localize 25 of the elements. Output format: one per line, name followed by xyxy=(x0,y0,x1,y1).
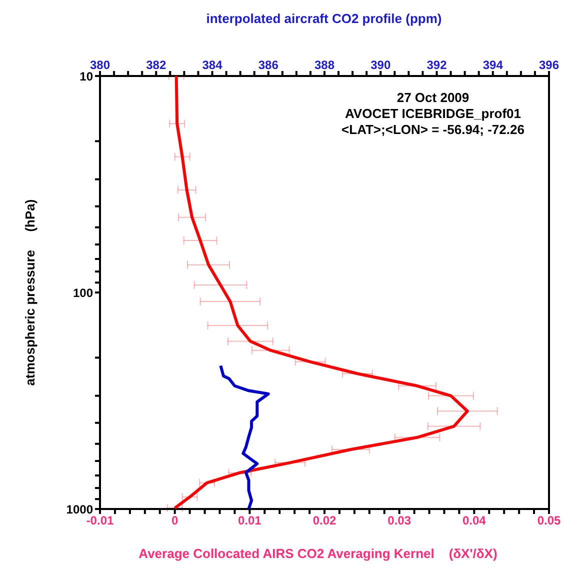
x-tick-label: -0.01 xyxy=(86,514,114,528)
x2-tick-label: 390 xyxy=(370,58,391,72)
annotation: 27 Oct 2009 xyxy=(396,90,470,105)
y-tick-label: 100 xyxy=(72,286,94,300)
x-axis-title: Average Collocated AIRS CO2 Averaging Kernel (δX'/δX) xyxy=(138,546,498,561)
x2-tick-label: 380 xyxy=(90,58,110,72)
annotation: <LAT>;<LON> = -56.94; -72.26 xyxy=(342,122,524,137)
x-tick-label: 0 xyxy=(171,514,178,528)
x-tick-label: 0.01 xyxy=(238,514,262,528)
y-tick-label: 1000 xyxy=(66,502,94,516)
x-tick-label: 0.04 xyxy=(462,514,486,528)
x2-tick-label: 388 xyxy=(314,58,335,72)
x2-tick-label: 384 xyxy=(202,58,223,72)
y-axis-title: atmospheric pressure (hPa) xyxy=(22,199,38,386)
x-tick-label: 0.03 xyxy=(388,514,412,528)
x2-tick-label: 392 xyxy=(426,58,448,72)
y-tick-label: 10 xyxy=(80,69,94,84)
x2-tick-label: 396 xyxy=(538,58,560,72)
x2-tick-label: 386 xyxy=(258,58,279,72)
x2-tick-label: 382 xyxy=(146,58,166,72)
x2-tick-label: 394 xyxy=(482,58,504,72)
x-tick-label: 0.02 xyxy=(312,514,336,528)
x-tick-label: 0.05 xyxy=(537,514,561,528)
annotation: AVOCET ICEBRIDGE_prof01 xyxy=(344,106,521,121)
x2-axis-title: interpolated aircraft CO2 profile (ppm) xyxy=(206,11,442,26)
